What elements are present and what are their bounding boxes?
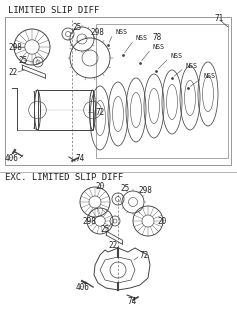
Text: NSS: NSS <box>171 53 183 59</box>
Text: 74: 74 <box>127 298 136 307</box>
Text: 298: 298 <box>90 28 104 36</box>
Text: 25: 25 <box>18 55 27 65</box>
Text: NSS: NSS <box>186 63 198 69</box>
Text: NSS: NSS <box>136 35 148 41</box>
Bar <box>37 90 92 130</box>
Text: 72: 72 <box>95 108 104 116</box>
Text: 20: 20 <box>95 181 104 190</box>
Text: 22: 22 <box>108 242 117 251</box>
Text: 25: 25 <box>72 22 81 31</box>
Text: NSS: NSS <box>204 73 216 79</box>
Text: 20: 20 <box>157 217 166 226</box>
Text: 71: 71 <box>215 13 224 22</box>
Text: NSS: NSS <box>153 44 165 50</box>
Text: 25: 25 <box>100 226 109 235</box>
Text: EXC. LIMITED SLIP DIFF: EXC. LIMITED SLIP DIFF <box>5 172 123 181</box>
Text: 74: 74 <box>75 154 84 163</box>
Text: 22: 22 <box>8 68 17 76</box>
Text: LIMITED SLIP DIFF: LIMITED SLIP DIFF <box>8 5 99 14</box>
Text: 72: 72 <box>140 251 149 260</box>
Text: 298: 298 <box>8 43 22 52</box>
Text: 298: 298 <box>82 217 96 226</box>
Text: NSS: NSS <box>115 29 127 35</box>
Text: 25: 25 <box>120 183 129 193</box>
Text: 406: 406 <box>76 284 90 292</box>
Bar <box>5 17 231 165</box>
Text: 406: 406 <box>5 154 19 163</box>
Text: 298: 298 <box>138 186 152 195</box>
Text: 78: 78 <box>153 33 162 42</box>
